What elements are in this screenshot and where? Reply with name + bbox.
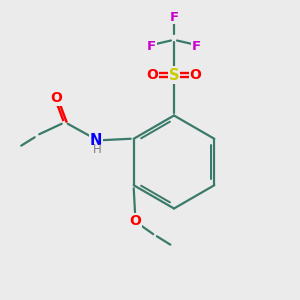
Text: F: F <box>147 40 156 53</box>
Text: F: F <box>192 40 201 53</box>
Text: H: H <box>92 143 101 156</box>
Text: S: S <box>169 68 179 82</box>
Text: O: O <box>190 68 202 82</box>
Text: F: F <box>169 11 178 24</box>
Text: N: N <box>90 133 102 148</box>
Text: O: O <box>129 214 141 228</box>
Text: O: O <box>50 91 62 105</box>
Text: O: O <box>146 68 158 82</box>
